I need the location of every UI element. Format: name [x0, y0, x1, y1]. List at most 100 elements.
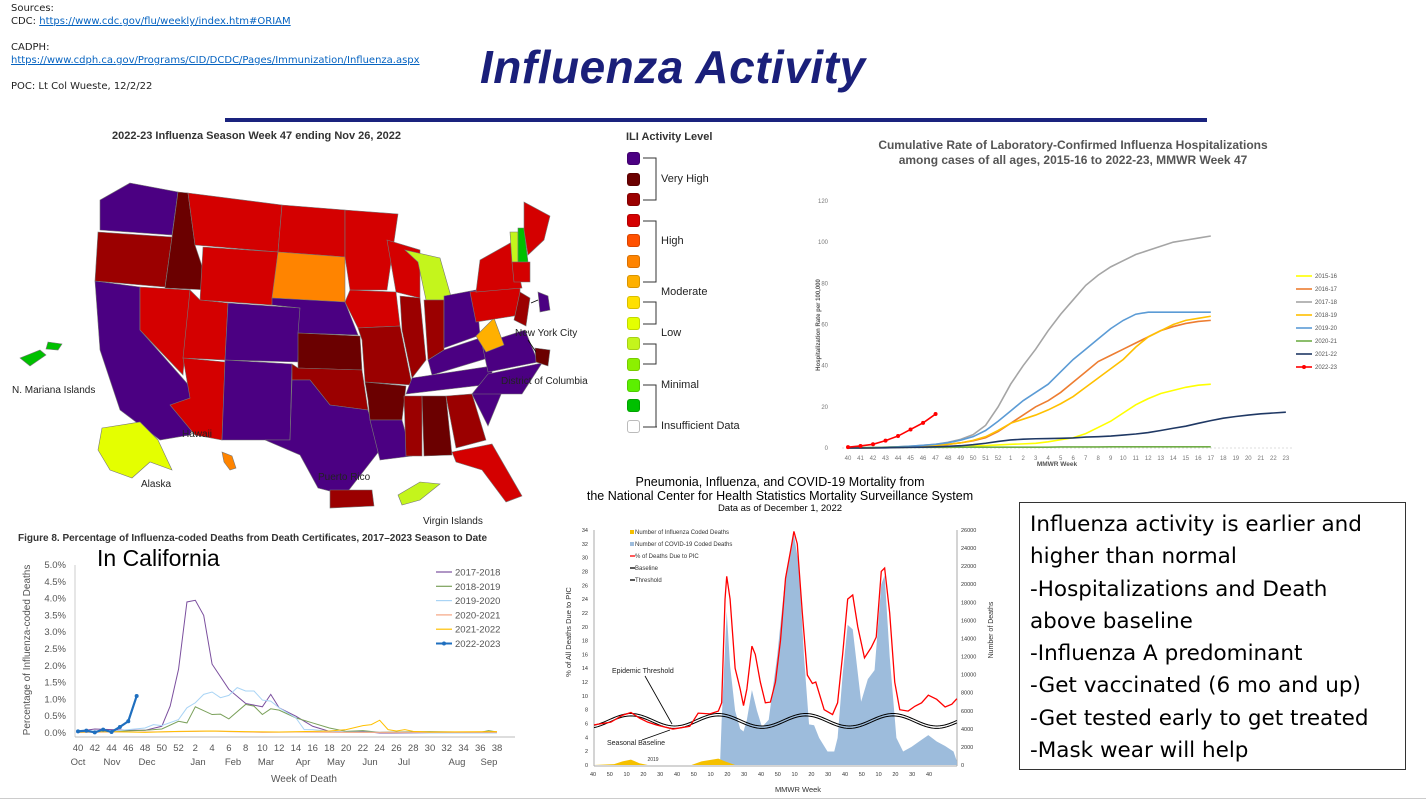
hosp-x-tick: 11	[1133, 456, 1140, 462]
mort-legend-label: Number of Influenza Coded Deaths	[635, 530, 729, 536]
baseline-arrow	[641, 729, 671, 741]
state-sd[interactable]	[271, 251, 346, 303]
cnmi-region[interactable]	[19, 349, 47, 367]
mort-left-tick: 4	[585, 735, 588, 741]
nyc-region[interactable]	[537, 291, 551, 313]
ili-swatch-h1	[627, 214, 640, 227]
state-or[interactable]	[94, 231, 173, 288]
mort-left-tick: 8	[585, 708, 588, 714]
mort-left-tick: 12	[582, 680, 588, 686]
ca-legend-label: 2017-2018	[455, 568, 500, 579]
mort-year-label: 2019	[647, 757, 658, 763]
state-nd[interactable]	[277, 204, 346, 258]
hosp-legend-label: 2016-17	[1315, 287, 1338, 293]
ca-series-2022-2023	[77, 695, 138, 734]
alaska-region[interactable]	[97, 421, 173, 479]
mort-legend-label: Number of COVID-19 Coded Deaths	[635, 542, 732, 548]
ca-x-tick: 34	[458, 743, 469, 754]
hosp-point	[908, 427, 913, 432]
hosp-x-tick: 40	[845, 456, 852, 462]
summary-line: -Mask wear will help	[1030, 738, 1249, 764]
ca-month-label: Apr	[296, 757, 311, 768]
ca-month-label: Dec	[139, 757, 156, 768]
state-ma-ct-ri[interactable]	[511, 261, 531, 283]
state-mn[interactable]	[344, 209, 399, 291]
state-mo[interactable]	[357, 325, 413, 386]
mort-year-label: 2020	[738, 757, 749, 763]
ca-legend-label: 2021-2022	[455, 625, 500, 636]
annotation-seasonal-baseline: Seasonal Baseline	[607, 740, 665, 747]
state-wv[interactable]	[475, 317, 505, 353]
state-ga[interactable]	[445, 393, 487, 449]
hosp-title-line1: Cumulative Rate of Laboratory-Confirmed …	[878, 138, 1268, 152]
ca-legend-label: 2018-2019	[455, 582, 500, 593]
ili-label-low: Low	[661, 327, 682, 339]
ca-x-tick: 28	[408, 743, 419, 754]
mort-left-tick: 30	[582, 556, 588, 562]
map-title: 2022-23 Influenza Season Week 47 ending …	[112, 130, 401, 142]
ca-x-tick: 42	[89, 743, 100, 754]
state-nc[interactable]	[471, 362, 543, 395]
mort-right-tick: 22000	[961, 564, 976, 570]
ca-y-tick: 4.0%	[44, 594, 66, 605]
state-nv[interactable]	[139, 286, 191, 376]
ca-y-tick: 1.0%	[44, 694, 66, 705]
state-fl[interactable]	[451, 443, 523, 503]
hosp-x-tick: 19	[1232, 456, 1239, 462]
ca-legend-label: 2020-2021	[455, 610, 500, 621]
state-ny[interactable]	[475, 241, 523, 293]
hosp-y-axis-label: Hospitalization Rate per 100,000	[816, 278, 822, 370]
puerto-rico-region[interactable]	[329, 489, 375, 509]
mort-x-tick: 50	[691, 772, 697, 778]
dc-region[interactable]	[534, 347, 551, 367]
state-ar[interactable]	[364, 381, 407, 421]
mort-right-tick: 26000	[961, 528, 976, 534]
state-al[interactable]	[421, 395, 453, 457]
hosp-x-tick: 23	[1283, 456, 1290, 462]
mort-right-tick: 8000	[961, 691, 973, 697]
state-me[interactable]	[523, 201, 551, 256]
ca-x-tick: 40	[73, 743, 84, 754]
ca-month-label: Feb	[225, 757, 241, 768]
cnmi-region-2[interactable]	[45, 341, 63, 351]
state-ms[interactable]	[403, 395, 423, 457]
virgin-islands-region[interactable]	[397, 481, 441, 506]
mort-legend-label: Threshold	[635, 578, 662, 584]
cdc-link[interactable]: https://www.cdc.gov/flu/weekly/index.htm…	[39, 16, 291, 27]
summary-line: Influenza activity is earlier and	[1030, 512, 1362, 537]
ca-series-2020-2021	[77, 730, 497, 733]
hosp-x-tick: 12	[1145, 456, 1152, 462]
state-wi[interactable]	[386, 239, 421, 299]
ca-month-label: Oct	[71, 757, 86, 768]
state-mt[interactable]	[187, 192, 283, 253]
state-nj-md-de[interactable]	[513, 291, 531, 327]
hosp-x-tick: 2	[1021, 456, 1025, 462]
cadph-link[interactable]: https://www.cdph.ca.gov/Programs/CID/DCD…	[11, 55, 420, 66]
mort-right-tick: 20000	[961, 582, 976, 588]
ili-label-very-high: Very High	[661, 173, 709, 185]
state-nm[interactable]	[221, 359, 293, 441]
hawaii-region[interactable]	[221, 451, 237, 471]
hosp-point	[883, 438, 888, 443]
ca-x-tick: 46	[123, 743, 134, 754]
ca-month-label: Jul	[398, 757, 410, 768]
mort-x-tick: 40	[758, 772, 764, 778]
mort-legend-swatch	[630, 530, 634, 534]
state-ks[interactable]	[297, 332, 363, 371]
hosp-x-tick: 17	[1207, 456, 1214, 462]
hosp-series-2016-17	[848, 319, 1211, 449]
hosp-x-tick: 10	[1120, 456, 1127, 462]
mort-legend-label: % of Deaths Due to PIC	[635, 554, 699, 560]
ili-label-minimal: Minimal	[661, 379, 699, 391]
hosp-series-2015-16	[848, 383, 1211, 449]
state-il[interactable]	[399, 295, 427, 379]
state-in[interactable]	[423, 299, 445, 361]
state-co[interactable]	[224, 302, 301, 363]
mort-left-tick: 16	[582, 652, 588, 658]
ca-x-tick: 4	[209, 743, 214, 754]
hosp-legend-label: 2021-22	[1315, 352, 1338, 358]
state-wy[interactable]	[199, 246, 279, 306]
mort-x-tick: 20	[808, 772, 814, 778]
state-wa[interactable]	[99, 182, 179, 236]
summary-line: higher than normal	[1030, 544, 1237, 570]
